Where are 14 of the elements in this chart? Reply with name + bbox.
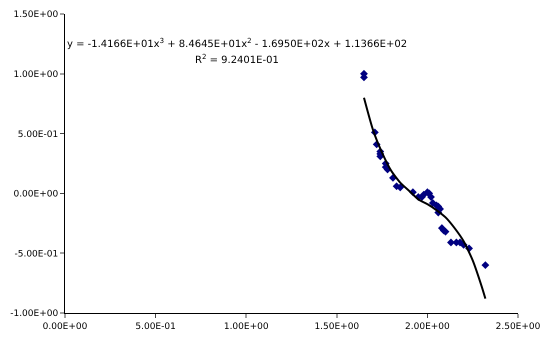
y-tick-label: 0.00E+00 bbox=[13, 190, 58, 200]
y-tick-label: 1.50E+00 bbox=[13, 10, 58, 20]
x-tick-label: 2.50E+00 bbox=[496, 322, 541, 332]
x-tick-label: 0.00E+00 bbox=[42, 322, 88, 332]
annotation: R$^{2}$ = 9.2401E-01 bbox=[195, 53, 279, 66]
y-tick-label: 1.00E+00 bbox=[13, 70, 58, 80]
y-tick-label: 5.00E-01 bbox=[18, 130, 58, 140]
x-tick-label: 2.00E+00 bbox=[405, 322, 450, 332]
y-tick-label: -1.00E+00 bbox=[10, 309, 58, 320]
annotation: y = -1.4166E+01x$^{3}$ + 8.4645E+01x$^{2}$ - 1.6950E+02x + 1.1366E+02 bbox=[67, 37, 408, 50]
y-tick-label: -5.00E-01 bbox=[14, 249, 58, 260]
x-tick-label: 5.00E-01 bbox=[135, 322, 176, 332]
x-tick-label: 1.00E+00 bbox=[224, 322, 269, 332]
x-tick-label: 1.50E+00 bbox=[314, 322, 360, 332]
